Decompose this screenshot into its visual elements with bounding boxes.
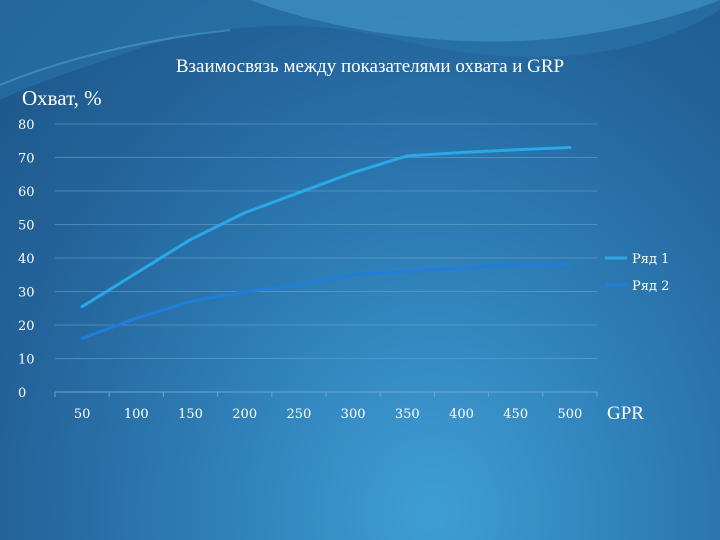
y-tick-label: 70 bbox=[18, 152, 35, 167]
legend-label: Ряд 2 bbox=[632, 279, 669, 294]
series-line bbox=[80, 145, 572, 309]
y-tick-label: 30 bbox=[18, 286, 35, 301]
x-tick-label: 200 bbox=[232, 407, 257, 422]
legend-label: Ряд 1 bbox=[632, 252, 669, 267]
x-tick-label: 400 bbox=[449, 407, 474, 422]
y-tick-label: 40 bbox=[18, 252, 35, 267]
y-tick-label: 80 bbox=[18, 118, 35, 133]
x-tick-label: 300 bbox=[341, 407, 366, 422]
series-line bbox=[80, 263, 572, 340]
y-tick-label: 50 bbox=[18, 219, 35, 234]
x-tick-label: 250 bbox=[286, 407, 311, 422]
x-tick-label: 350 bbox=[395, 407, 420, 422]
x-tick-label: 100 bbox=[124, 407, 149, 422]
x-tick-label: 150 bbox=[178, 407, 203, 422]
x-tick-label: 50 bbox=[74, 407, 91, 422]
y-axis-label: Охват, % bbox=[22, 86, 102, 110]
chart-title: Взаимосвязь между показателями охвата и … bbox=[175, 56, 565, 77]
y-tick-label: 60 bbox=[18, 185, 35, 200]
y-tick-label: 10 bbox=[18, 353, 35, 368]
x-axis-label: GPR bbox=[607, 403, 644, 424]
x-tick-label: 500 bbox=[557, 407, 582, 422]
y-tick-label: 20 bbox=[18, 319, 35, 334]
x-tick-label: 450 bbox=[503, 407, 528, 422]
y-tick-label: 0 bbox=[18, 386, 26, 401]
